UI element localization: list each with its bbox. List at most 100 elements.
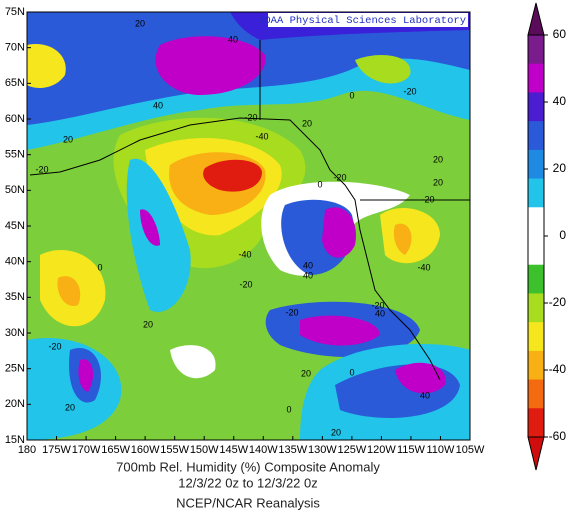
contour-label: -40	[255, 131, 268, 141]
header: NOAA Physical Sciences Laboratory	[258, 15, 466, 27]
lat-label: 25N	[5, 363, 25, 375]
red-center	[203, 159, 262, 192]
lon-label: 140W	[249, 444, 278, 456]
magenta-left	[78, 359, 94, 392]
colorbar-label: -60	[549, 429, 567, 443]
contour-label: 20	[135, 18, 145, 28]
magenta-small	[140, 209, 160, 246]
lat-label: 45N	[5, 220, 25, 232]
lat-label: 20N	[5, 398, 25, 410]
contour-label: 40	[303, 260, 313, 270]
colorbar-label: 0	[559, 228, 566, 242]
lat-label: 15N	[5, 434, 25, 446]
contour-label: 20	[65, 402, 75, 412]
contour-label: 20	[433, 154, 443, 164]
colorbar-segment	[528, 293, 544, 323]
lon-label: 155W	[160, 444, 189, 456]
contour-label: 40	[153, 100, 163, 110]
contour-label: 20	[433, 177, 443, 187]
lon-label: 165W	[101, 444, 130, 456]
colorbar-over	[527, 2, 545, 36]
contour-label: -20	[421, 194, 434, 204]
contour-label: 40	[420, 390, 430, 400]
contour-label: -20	[371, 300, 384, 310]
orange-left	[57, 276, 81, 306]
lon-label: 135W	[278, 444, 307, 456]
contour-label: 40	[303, 270, 313, 280]
contour-label: 0	[349, 367, 354, 377]
contour-label: 20	[63, 134, 73, 144]
lat-label: 65N	[5, 77, 25, 89]
contour-label: -20	[239, 279, 252, 289]
contour-label: -40	[238, 249, 251, 259]
lat-label: 30N	[5, 327, 25, 339]
lon-label: 110W	[427, 444, 456, 456]
yellow-blob	[27, 44, 66, 88]
lon-label: 120W	[367, 444, 396, 456]
contour-label: 20	[302, 118, 312, 128]
colorbar-segment	[528, 35, 544, 65]
contour-label: -20	[35, 164, 48, 174]
lon-label: 150W	[190, 444, 219, 456]
colorbar-segment	[528, 121, 544, 151]
contour-label: 20	[331, 427, 341, 437]
lat-label: 55N	[5, 149, 25, 161]
contour-label: -20	[244, 112, 257, 122]
contour-label: -20	[285, 307, 298, 317]
white-patch	[170, 345, 216, 379]
contour-label: 0	[349, 90, 354, 100]
lat-label: 75N	[5, 6, 25, 18]
lon-label: 170W	[72, 444, 101, 456]
colorbar-segment	[528, 350, 544, 381]
colorbar-under	[527, 436, 545, 471]
contour-label: 0	[97, 262, 102, 272]
colorbar-segment	[528, 149, 544, 180]
contour-label: 20	[143, 319, 153, 329]
colorbar-label: 60	[553, 27, 567, 41]
footer-line: NCEP/NCAR Reanalysis	[176, 495, 320, 510]
lat-label: 60N	[5, 113, 25, 125]
contour-label: 0	[286, 404, 291, 414]
colorbar-segment	[528, 236, 544, 266]
footer-line: 700mb Rel. Humidity (%) Composite Anomal…	[116, 459, 380, 474]
lon-label: 115W	[397, 444, 426, 456]
colorbar-segment	[528, 408, 544, 438]
lon-label: 180	[18, 444, 36, 456]
contour-label: 0	[317, 179, 322, 189]
contour-label: -40	[417, 262, 430, 272]
magenta-mid	[300, 315, 380, 346]
lat-label: 40N	[5, 256, 25, 268]
colorbar-label: -40	[549, 362, 567, 376]
colorbar-label: 20	[553, 161, 567, 175]
colorbar-segment	[528, 92, 544, 122]
lon-label: 160W	[131, 444, 160, 456]
lat-label: 70N	[5, 42, 25, 54]
contour-label: 40	[228, 34, 238, 44]
lon-label: 125W	[337, 444, 366, 456]
contour-label: 20	[301, 368, 311, 378]
lat-label: 35N	[5, 291, 25, 303]
colorbar-segment	[528, 178, 544, 208]
orange-right	[393, 223, 412, 255]
map-field	[27, 12, 470, 440]
contour-label: -20	[48, 341, 61, 351]
colorbar-label: -20	[549, 295, 567, 309]
colorbar-segment	[528, 207, 544, 237]
magenta-bottom	[395, 362, 446, 394]
colorbar-segment	[528, 264, 544, 294]
colorbar-segment	[528, 63, 544, 93]
coastline	[29, 117, 441, 381]
purple-blob	[155, 36, 266, 95]
contour-label: -20	[403, 86, 416, 96]
green-blob	[355, 55, 411, 84]
header-box	[268, 13, 468, 27]
lon-label: 105W	[456, 444, 485, 456]
contour-label: 40	[375, 308, 385, 318]
lon-label: 130W	[308, 444, 337, 456]
colorbar-label: 40	[553, 94, 567, 108]
colorbar-segment	[528, 322, 544, 352]
lon-label: 175W	[42, 444, 71, 456]
colorbar-segment	[528, 379, 544, 409]
